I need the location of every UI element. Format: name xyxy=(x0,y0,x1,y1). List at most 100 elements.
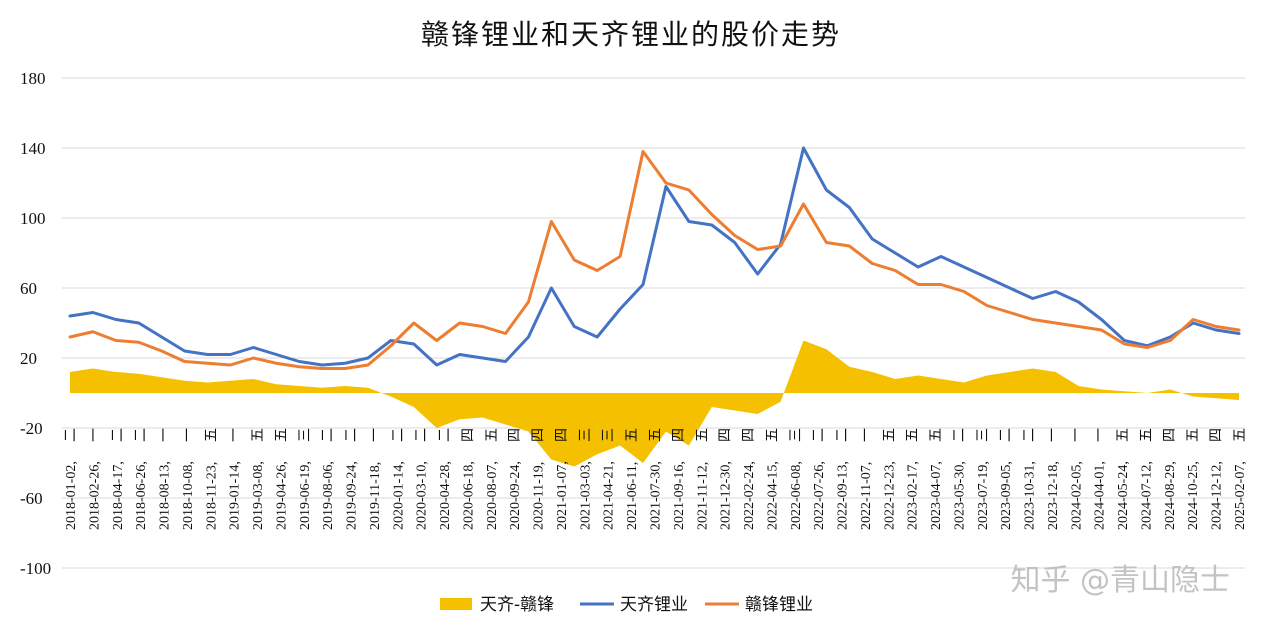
x-tick-weekday: 二 xyxy=(952,428,967,442)
y-tick-label: -100 xyxy=(20,559,51,578)
x-tick-date: 2024-08-29, xyxy=(1163,461,1178,530)
x-tick-date: 2020-03-10, xyxy=(415,461,430,530)
x-tick-date: 2024-04-01, xyxy=(1093,461,1108,530)
x-tick-date: 2019-04-26, xyxy=(274,461,289,530)
x-tick-weekday: 二 xyxy=(836,428,851,442)
x-tick-date: 2023-02-17, xyxy=(906,461,921,530)
legend: 天齐-赣锋 天齐锂业 赣锋锂业 xyxy=(440,595,813,615)
x-tick-date: 2021-01-07, xyxy=(555,461,570,530)
legend-item-2: 赣锋锂业 xyxy=(705,595,813,615)
x-tick-label: 2021-01-07, 四 xyxy=(555,428,570,530)
x-tick-date: 2020-04-28, xyxy=(438,461,453,530)
x-tick-label: 2022-02-24, 四 xyxy=(742,428,757,530)
watermark-text: 知乎 @青山隐士 xyxy=(1010,563,1230,598)
x-tick-date: 2019-06-19, xyxy=(298,461,313,530)
x-tick-weekday: 一 xyxy=(1093,428,1108,442)
x-tick-weekday: 五 xyxy=(485,428,500,442)
y-tick-label: 180 xyxy=(20,69,46,88)
x-tick-date: 2019-09-24, xyxy=(345,461,360,530)
x-tick-label: 2019-01-14, 一 xyxy=(228,428,243,530)
x-tick-date: 2023-12-18, xyxy=(1046,461,1061,530)
y-tick-label: 60 xyxy=(20,279,37,298)
x-tick-date: 2021-07-30, xyxy=(649,461,664,530)
legend-item-0: 天齐-赣锋 xyxy=(440,595,554,615)
x-tick-label: 2022-07-26, 二 xyxy=(812,428,827,530)
x-tick-label: 2020-03-10, 二 xyxy=(415,428,430,530)
x-tick-weekday: 四 xyxy=(1210,428,1225,442)
x-tick-weekday: 五 xyxy=(906,428,921,442)
x-tick-weekday: 四 xyxy=(1163,428,1178,442)
x-tick-weekday: 一 xyxy=(1046,428,1061,442)
x-tick-weekday: 四 xyxy=(461,428,476,442)
x-tick-date: 2021-04-21, xyxy=(602,461,617,530)
x-tick-date: 2020-06-18, xyxy=(461,461,476,530)
x-tick-date: 2022-07-26, xyxy=(812,461,827,530)
x-tick-weekday: 三 xyxy=(789,428,804,442)
x-tick-label: 2024-07-12, 五 xyxy=(1139,428,1154,530)
y-tick-label: 20 xyxy=(20,349,37,368)
x-tick-date: 2018-02-26, xyxy=(87,461,102,530)
line-series-group xyxy=(68,146,1241,370)
x-tick-date: 2021-12-30, xyxy=(719,461,734,530)
x-tick-date: 2023-07-19, xyxy=(976,461,991,530)
x-tick-weekday: 三 xyxy=(578,428,593,442)
x-tick-weekday: 二 xyxy=(111,428,126,442)
x-tick-date: 2024-10-25, xyxy=(1186,461,1201,530)
x-tick-date: 2018-04-17, xyxy=(111,461,126,530)
series-line-ganfeng xyxy=(68,150,1241,370)
x-tick-date: 2018-10-08, xyxy=(181,461,196,530)
x-tick-label: 2020-06-18, 四 xyxy=(461,428,476,530)
x-tick-date: 2022-09-13, xyxy=(836,461,851,530)
x-tick-label: 2018-01-02, 二 xyxy=(64,428,79,530)
x-axis: 2018-01-02,二2018-02-26,一2018-04-17,二2018… xyxy=(64,428,1248,530)
x-tick-label: 2018-08-13, 一 xyxy=(158,428,173,530)
x-tick-label: 2021-09-16, 四 xyxy=(672,428,687,530)
x-tick-date: 2024-05-24, xyxy=(1116,461,1131,530)
x-tick-date: 2024-02-05, xyxy=(1069,461,1084,530)
x-tick-label: 2022-12-23, 五 xyxy=(882,428,897,530)
x-tick-date: 2018-01-02, xyxy=(64,461,79,530)
x-tick-weekday: 四 xyxy=(532,428,547,442)
y-axis: -100 -60 -20 20 60 100 140 180 xyxy=(20,69,51,578)
x-tick-weekday: 二 xyxy=(812,428,827,442)
x-tick-label: 2021-06-11, 五 xyxy=(625,428,640,530)
x-tick-weekday: 三 xyxy=(976,428,991,442)
x-tick-date: 2020-09-24, xyxy=(508,461,523,530)
x-tick-date: 2022-11-07, xyxy=(859,462,874,530)
x-tick-date: 2022-04-15, xyxy=(765,461,780,530)
x-tick-weekday: 二 xyxy=(64,428,79,442)
y-tick-label: 140 xyxy=(20,139,46,158)
x-tick-label: 2018-11-23, 五 xyxy=(204,428,219,530)
x-tick-date: 2022-02-24, xyxy=(742,461,757,530)
x-tick-weekday: 五 xyxy=(204,428,219,442)
x-tick-label: 2020-08-07, 五 xyxy=(485,428,500,530)
x-tick-label: 2019-09-24, 二 xyxy=(345,428,360,530)
series-line-tianqi xyxy=(68,146,1241,367)
x-tick-label: 2019-08-06, 二 xyxy=(321,428,336,530)
x-tick-label: 2024-10-25, 五 xyxy=(1186,428,1201,530)
x-tick-weekday: 二 xyxy=(391,428,406,442)
x-tick-label: 2023-04-07, 五 xyxy=(929,428,944,530)
legend-swatch xyxy=(440,598,472,610)
x-tick-weekday: 四 xyxy=(508,428,523,442)
x-tick-weekday: 四 xyxy=(672,428,687,442)
x-tick-weekday: 三 xyxy=(298,428,313,442)
x-tick-date: 2023-10-31, xyxy=(1023,461,1038,530)
y-tick-label: 100 xyxy=(20,209,46,228)
y-tick-label: -60 xyxy=(20,489,43,508)
legend-item-1: 天齐锂业 xyxy=(580,595,688,615)
x-tick-weekday: 一 xyxy=(859,428,874,442)
x-tick-weekday: 五 xyxy=(274,428,289,442)
x-tick-weekday: 二 xyxy=(999,428,1014,442)
x-tick-label: 2020-09-24, 四 xyxy=(508,428,523,530)
x-tick-date: 2019-08-06, xyxy=(321,461,336,530)
x-tick-weekday: 五 xyxy=(251,428,266,442)
x-tick-label: 2024-12-12, 四 xyxy=(1210,428,1225,530)
x-tick-weekday: 四 xyxy=(555,428,570,442)
x-tick-label: 2022-11-07, 一 xyxy=(859,428,874,530)
x-tick-label: 2018-02-26, 一 xyxy=(87,428,102,530)
x-tick-date: 2025-02-07, xyxy=(1233,461,1248,530)
x-tick-weekday: 三 xyxy=(602,428,617,442)
legend-label: 天齐锂业 xyxy=(620,595,688,615)
